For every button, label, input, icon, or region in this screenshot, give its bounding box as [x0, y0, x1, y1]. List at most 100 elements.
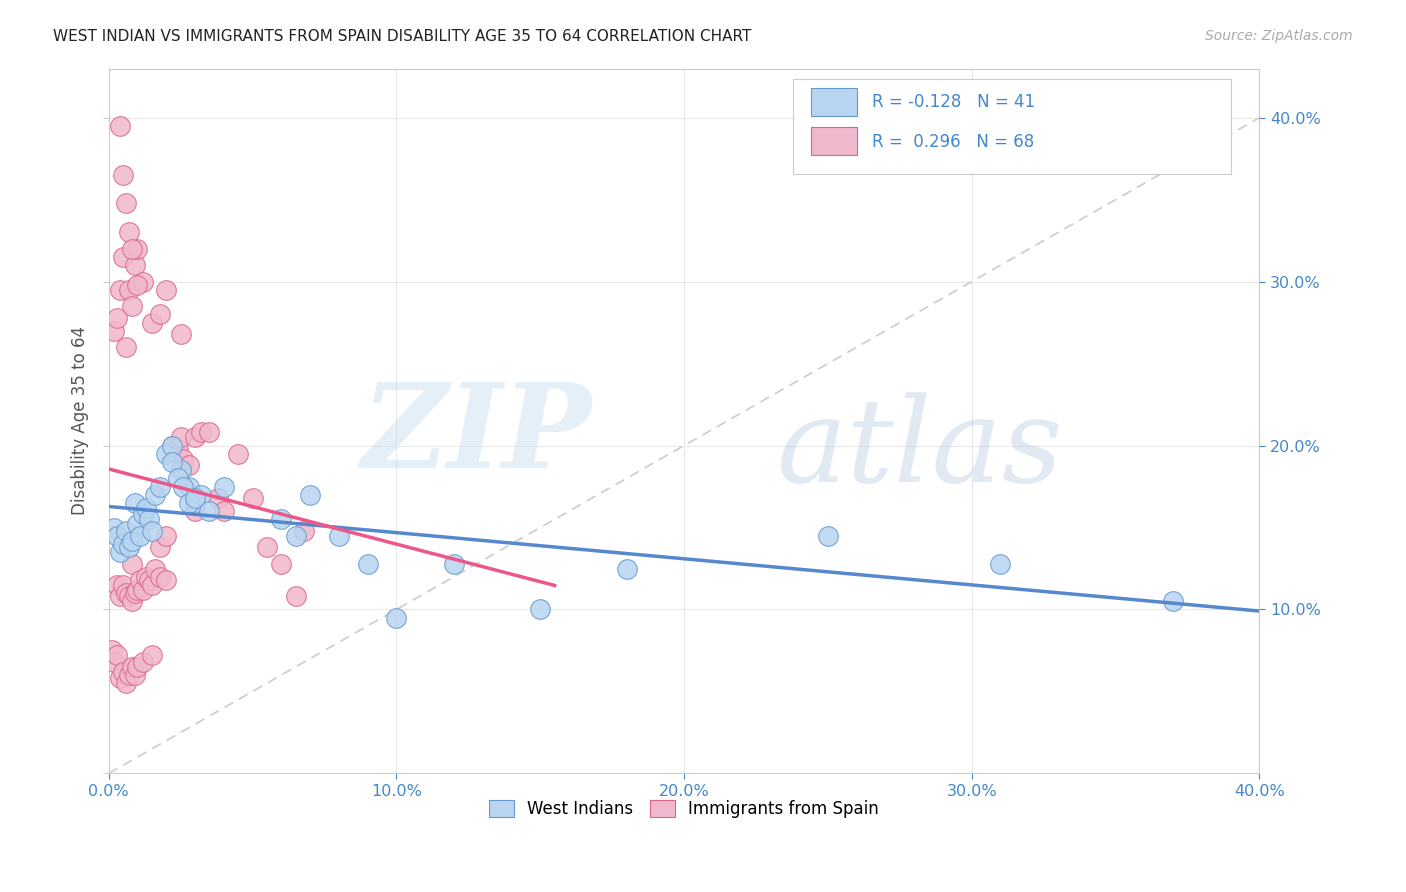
Point	[166, 442, 188, 456]
Point	[184, 504, 207, 518]
Point	[155, 573, 177, 587]
Point	[132, 508, 155, 522]
Point	[616, 561, 638, 575]
Point	[105, 578, 128, 592]
Point	[124, 496, 146, 510]
Point	[149, 570, 172, 584]
Point	[385, 610, 408, 624]
Point	[121, 557, 143, 571]
Point	[105, 648, 128, 663]
Point	[160, 439, 183, 453]
Point	[198, 504, 221, 518]
Point	[115, 196, 138, 211]
FancyBboxPatch shape	[811, 127, 856, 155]
Point	[108, 671, 131, 685]
Point	[141, 648, 163, 663]
FancyBboxPatch shape	[811, 87, 856, 116]
Point	[990, 557, 1012, 571]
Point	[169, 327, 191, 342]
Point	[284, 529, 307, 543]
Point	[121, 660, 143, 674]
Point	[118, 283, 141, 297]
Point	[100, 643, 122, 657]
Point	[127, 517, 149, 532]
Point	[103, 520, 125, 534]
Point	[124, 586, 146, 600]
Point	[127, 582, 149, 597]
Point	[118, 590, 141, 604]
Point	[155, 447, 177, 461]
Point	[132, 582, 155, 597]
Point	[155, 529, 177, 543]
Point	[115, 340, 138, 354]
Point	[817, 529, 839, 543]
Point	[356, 557, 378, 571]
Point	[112, 578, 135, 592]
Point	[108, 119, 131, 133]
Text: R =  0.296   N = 68: R = 0.296 N = 68	[872, 133, 1033, 151]
Point	[115, 586, 138, 600]
Point	[207, 491, 229, 505]
Point	[292, 524, 315, 538]
Point	[270, 512, 292, 526]
Point	[127, 277, 149, 292]
Point	[141, 578, 163, 592]
Point	[105, 529, 128, 543]
Point	[132, 655, 155, 669]
Point	[105, 310, 128, 325]
Point	[160, 455, 183, 469]
Point	[1161, 594, 1184, 608]
Point	[160, 439, 183, 453]
Point	[169, 463, 191, 477]
Point	[143, 561, 166, 575]
Point	[242, 491, 264, 505]
Y-axis label: Disability Age 35 to 64: Disability Age 35 to 64	[72, 326, 89, 516]
Point	[108, 545, 131, 559]
Point	[108, 283, 131, 297]
Point	[190, 425, 212, 440]
Point	[121, 299, 143, 313]
Point	[256, 540, 278, 554]
Point	[155, 283, 177, 297]
Legend: West Indians, Immigrants from Spain: West Indians, Immigrants from Spain	[482, 794, 886, 825]
Point	[149, 307, 172, 321]
Point	[166, 471, 188, 485]
Point	[169, 430, 191, 444]
Point	[299, 488, 322, 502]
Point	[127, 660, 149, 674]
Point	[138, 512, 160, 526]
Point	[212, 504, 235, 518]
Point	[103, 324, 125, 338]
Point	[270, 557, 292, 571]
Point	[529, 602, 551, 616]
Point	[190, 488, 212, 502]
Point	[118, 226, 141, 240]
Text: ZIP: ZIP	[361, 377, 592, 492]
Point	[179, 458, 201, 473]
Point	[103, 655, 125, 669]
Point	[121, 242, 143, 256]
Point	[127, 242, 149, 256]
Point	[124, 668, 146, 682]
Point	[184, 491, 207, 505]
Point	[212, 479, 235, 493]
Point	[108, 590, 131, 604]
Point	[172, 451, 194, 466]
Point	[121, 594, 143, 608]
Point	[184, 496, 207, 510]
Point	[172, 479, 194, 493]
Point	[179, 479, 201, 493]
Point	[115, 524, 138, 538]
Point	[141, 524, 163, 538]
Point	[184, 430, 207, 444]
Point	[135, 570, 157, 584]
Point	[129, 529, 152, 543]
Point	[143, 488, 166, 502]
Point	[121, 533, 143, 548]
Point	[138, 573, 160, 587]
FancyBboxPatch shape	[793, 79, 1230, 174]
Point	[132, 275, 155, 289]
Point	[284, 590, 307, 604]
Text: R = -0.128   N = 41: R = -0.128 N = 41	[872, 94, 1035, 112]
Point	[179, 496, 201, 510]
